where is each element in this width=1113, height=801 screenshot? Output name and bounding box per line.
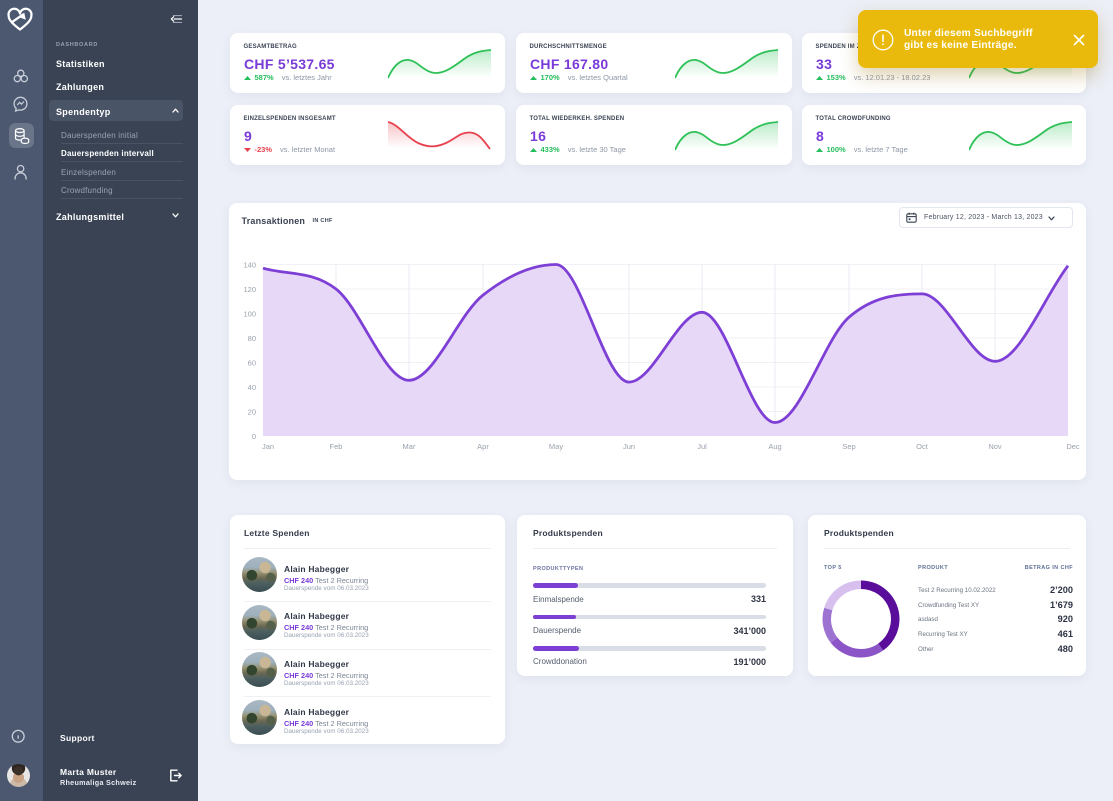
svg-text:Nov: Nov (988, 442, 1002, 451)
svg-text:Dec: Dec (1066, 442, 1080, 451)
svg-text:40: 40 (248, 383, 256, 392)
svg-text:Mar: Mar (403, 442, 416, 451)
svg-text:Feb: Feb (330, 442, 343, 451)
svg-text:Jun: Jun (623, 442, 635, 451)
svg-text:100: 100 (243, 310, 256, 319)
svg-text:Sep: Sep (842, 442, 855, 451)
svg-text:Jul: Jul (697, 442, 707, 451)
svg-text:140: 140 (243, 261, 256, 270)
svg-text:20: 20 (248, 408, 256, 417)
svg-text:Aug: Aug (768, 442, 781, 451)
svg-text:Oct: Oct (916, 442, 929, 451)
svg-text:80: 80 (248, 334, 256, 343)
svg-text:Jan: Jan (262, 442, 274, 451)
svg-text:May: May (549, 442, 563, 451)
svg-text:Apr: Apr (477, 442, 489, 451)
svg-text:120: 120 (243, 285, 256, 294)
svg-text:0: 0 (252, 432, 256, 441)
svg-text:60: 60 (248, 359, 256, 368)
